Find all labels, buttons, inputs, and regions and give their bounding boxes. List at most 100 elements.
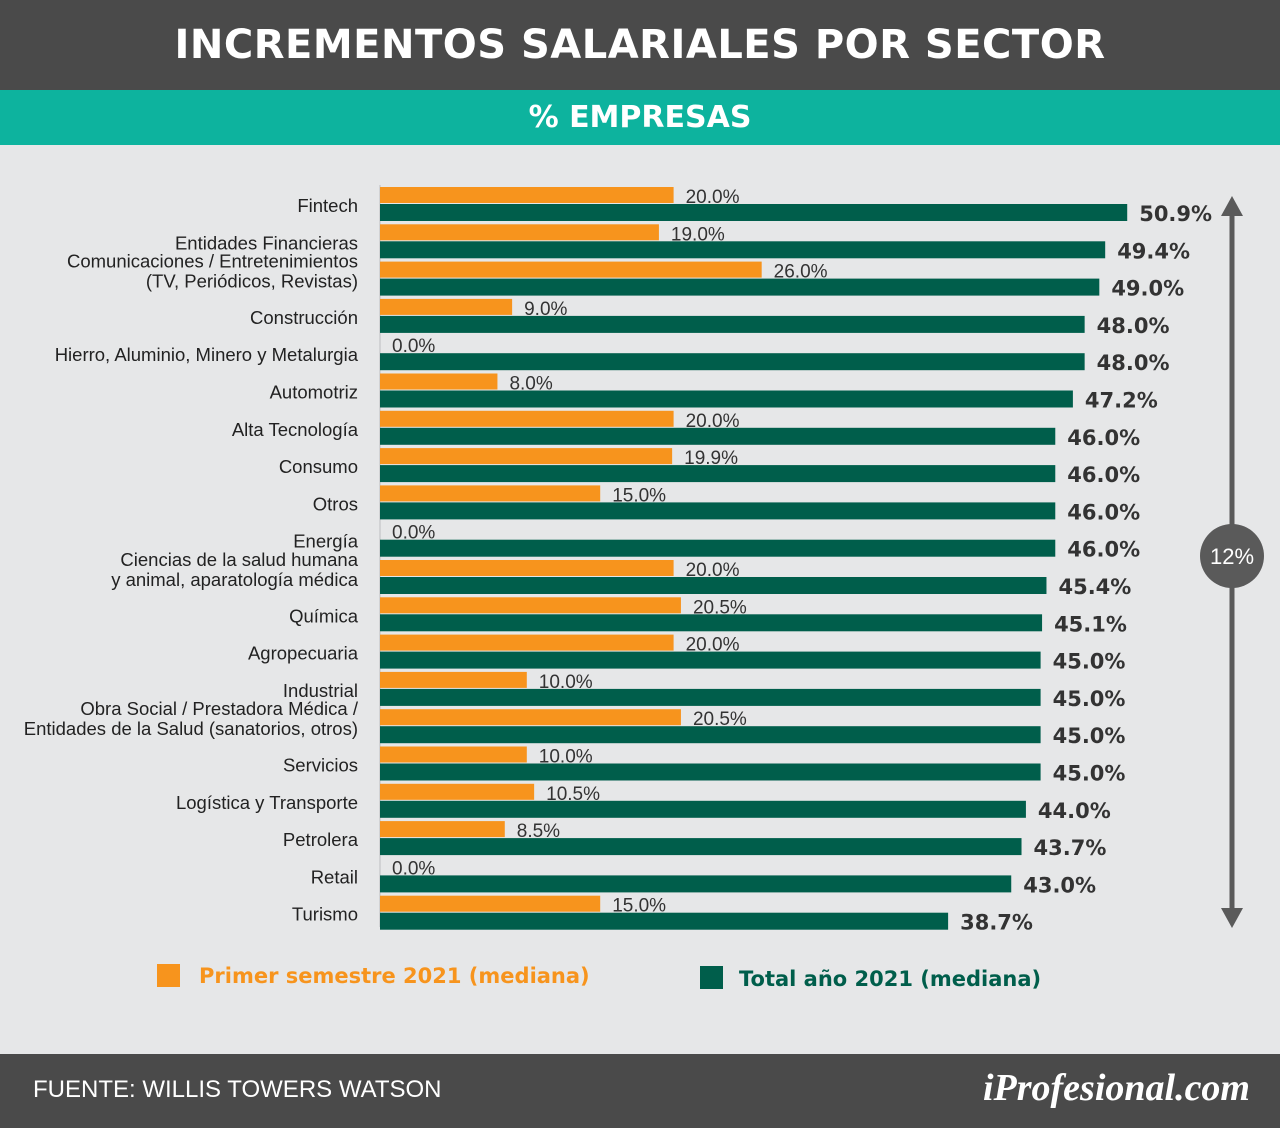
bar-total [380,614,1043,632]
bar-total [380,427,1056,445]
label-total: 44.0% [1038,799,1111,823]
brand-logo: iProfesional.com [982,1067,1250,1109]
category-label: Obra Social / Prestadora Médica / Entidad… [24,698,359,739]
category-label: Alta Tecnología [232,419,359,440]
label-first-half: 20.0% [686,187,740,208]
bar-first-half [380,709,681,726]
label-first-half: 8.5% [517,821,560,842]
bar-total [380,577,1047,594]
label-total: 49.0% [1111,277,1184,301]
category-label: Fintech [297,195,358,216]
label-total: 46.0% [1067,500,1140,524]
category-label: Retail [311,866,358,887]
category-label: Agropecuaria [248,643,359,664]
legend-swatch-first-half [157,964,180,987]
bar-total [380,502,1056,520]
category-label: Logística y Transporte [176,792,358,813]
label-total: 45.1% [1054,612,1127,636]
bar-total [380,875,1012,893]
label-first-half: 26.0% [774,262,828,283]
bar-total [380,278,1100,296]
bar-first-half [380,560,674,576]
category-label: Industrial [283,680,358,701]
label-first-half: 0.0% [392,858,435,879]
label-first-half: 0.0% [392,523,435,544]
label-first-half: 15.0% [612,896,666,917]
bar-total [380,838,1022,856]
category-label: Hierro, Aluminio, Minero y Metalurgia [55,344,359,365]
category-label: Petrolera [283,829,359,850]
bar-total [380,800,1026,818]
arrow-down-icon [1221,908,1243,928]
label-first-half: 19.9% [684,448,738,469]
bar-total [380,315,1085,333]
bar-first-half [380,373,498,390]
category-label: Consumo [279,456,358,477]
label-first-half: 20.0% [686,635,740,656]
label-first-half: 10.0% [539,672,593,693]
label-first-half: 15.0% [612,485,666,506]
category-label: Química [289,605,359,626]
label-first-half: 19.0% [671,224,725,245]
source-text: FUENTE: WILLIS TOWERS WATSON [33,1076,442,1103]
bar-first-half [380,671,527,688]
label-first-half: 0.0% [392,336,435,357]
chart-subtitle: % EMPRESAS [0,90,1280,145]
category-label: Otros [313,493,358,514]
category-label: Automotriz [270,382,358,403]
label-first-half: 20.5% [693,597,747,618]
range-badge-label: 12% [1210,544,1254,569]
bar-total [380,726,1041,744]
legend-label-total: Total año 2021 (mediana) [739,967,1041,991]
category-label: Comunicaciones / Entretenimientos (TV, Pe… [67,251,358,292]
label-total: 46.0% [1067,538,1140,562]
label-first-half: 9.0% [524,299,567,320]
category-label: Entidades Financieras [175,232,358,253]
label-total: 45.4% [1058,575,1131,599]
category-label: Construcción [250,307,358,328]
label-total: 48.0% [1097,351,1170,375]
bar-total [380,204,1128,221]
bar-total [380,651,1041,669]
bar-first-half [380,746,527,763]
label-total: 38.7% [960,911,1033,935]
bar-first-half [380,597,681,614]
bar-total [380,688,1041,706]
label-first-half: 10.0% [539,747,593,768]
label-total: 45.0% [1053,724,1126,748]
label-total: 45.0% [1053,762,1126,786]
label-total: 48.0% [1097,314,1170,338]
bar-first-half [380,634,674,651]
bar-first-half [380,485,601,502]
chart-title: INCREMENTOS SALARIALES POR SECTOR [0,0,1280,90]
arrow-up-icon [1221,196,1243,216]
legend-swatch-total [700,966,723,989]
bar-first-half [380,410,674,427]
label-first-half: 10.5% [546,784,600,805]
label-total: 46.0% [1067,463,1140,487]
footer: FUENTE: WILLIS TOWERS WATSON iProfesiona… [0,1054,1280,1128]
label-first-half: 20.0% [686,411,740,432]
category-label: Energía [293,531,359,552]
bar-total [380,539,1056,557]
category-label: Servicios [283,755,358,776]
label-total: 46.0% [1067,426,1140,450]
bar-first-half [380,895,601,912]
range-badge [1200,524,1264,588]
bar-total [380,912,949,930]
bar-first-half [380,448,673,465]
label-total: 49.4% [1117,239,1190,263]
category-label: Turismo [292,904,358,925]
label-total: 50.9% [1139,202,1212,226]
label-total: 47.2% [1085,389,1158,413]
bar-first-half [380,821,505,838]
bar-total [380,390,1073,408]
bar-first-half [380,187,674,203]
bar-total [380,353,1085,371]
label-total: 43.7% [1034,836,1107,860]
bar-first-half [380,224,659,241]
label-total: 43.0% [1023,873,1096,897]
label-first-half: 20.0% [686,560,740,581]
label-first-half: 20.5% [693,709,747,730]
label-first-half: 8.0% [509,374,552,395]
